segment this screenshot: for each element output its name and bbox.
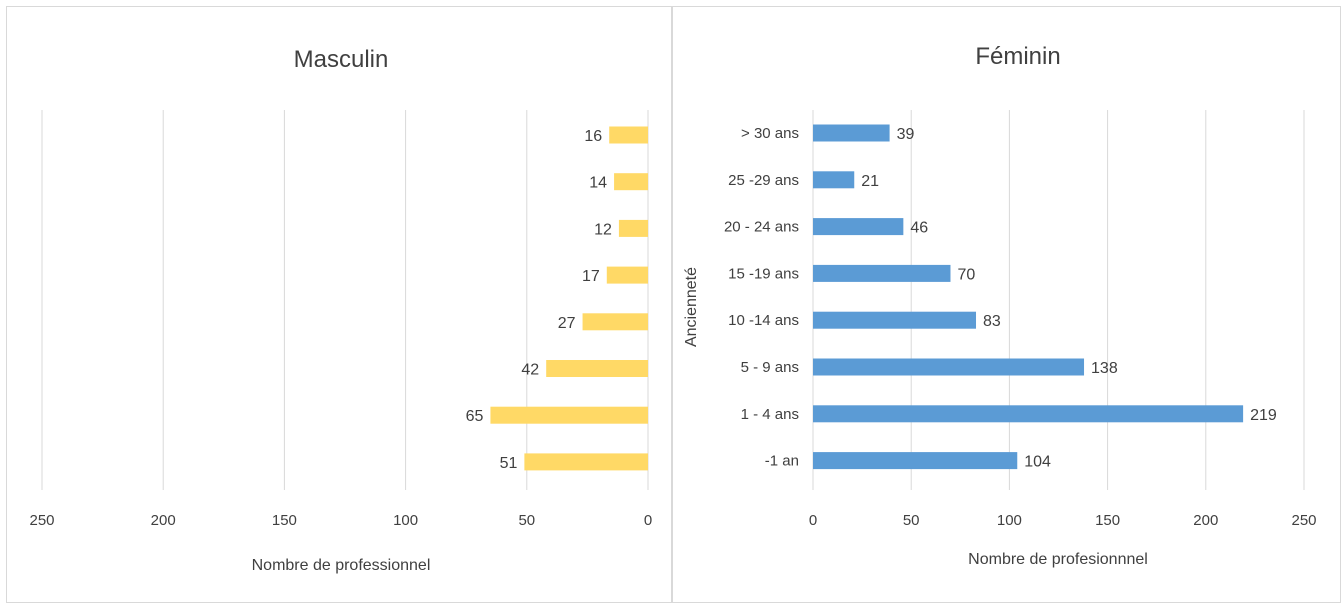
category-label: 25 -29 ans <box>728 172 799 189</box>
x-tick-label: 50 <box>518 512 535 529</box>
data-label: 14 <box>589 175 607 192</box>
category-label: 15 -19 ans <box>728 265 799 282</box>
category-label: 1 - 4 ans <box>741 406 799 423</box>
data-label: 104 <box>1024 454 1051 471</box>
bar <box>618 219 648 237</box>
bar <box>582 313 648 331</box>
x-tick-label: 200 <box>151 512 176 529</box>
chart-panel-feminin: Féminin Nombre de profesionnnel Ancienne… <box>672 6 1341 603</box>
bar <box>813 218 904 236</box>
x-tick-label: 0 <box>809 512 817 529</box>
category-label: 5 - 9 ans <box>741 359 799 376</box>
bar <box>813 452 1018 470</box>
bar <box>524 453 648 471</box>
x-tick-label: 100 <box>997 512 1022 529</box>
x-tick-label: 250 <box>1291 512 1316 529</box>
x-tick-label: 250 <box>29 512 54 529</box>
bar <box>490 406 648 424</box>
data-label: 27 <box>558 315 576 332</box>
data-label: 16 <box>584 128 602 145</box>
x-tick-label: 150 <box>272 512 297 529</box>
data-label: 70 <box>957 266 975 283</box>
bar <box>813 171 855 189</box>
data-label: 83 <box>983 313 1001 330</box>
category-label: > 30 ans <box>741 125 799 142</box>
x-axis-label-masculin: Nombre de professionnel <box>252 557 431 574</box>
chart-title-masculin: Masculin <box>294 46 389 73</box>
chart-masculin: Masculin Nombre de professionnel 250 200 1… <box>29 46 652 574</box>
data-label: 65 <box>466 408 484 425</box>
bar <box>546 360 648 377</box>
x-tick-label: 0 <box>644 512 652 529</box>
data-label: 42 <box>521 362 539 379</box>
category-label: -1 an <box>765 453 799 470</box>
data-label: 12 <box>594 221 612 238</box>
bar <box>614 173 648 191</box>
data-label: 39 <box>897 126 915 143</box>
category-label: 10 -14 ans <box>728 312 799 329</box>
x-axis-label-feminin: Nombre de profesionnnel <box>968 551 1148 568</box>
chart-feminin: Féminin Nombre de profesionnnel Ancienne… <box>683 43 1317 568</box>
bar <box>813 264 951 282</box>
bar <box>813 124 890 142</box>
bar <box>813 311 977 329</box>
chart-panel-masculin: Masculin Nombre de professionnel 250 200 1… <box>6 6 672 603</box>
bar <box>609 126 648 144</box>
x-tick-label: 150 <box>1095 512 1120 529</box>
y-axis-label-feminin: Ancienneté <box>683 267 700 347</box>
bar <box>813 405 1244 423</box>
bar <box>606 266 648 284</box>
data-label: 46 <box>910 220 928 237</box>
x-tick-label: 100 <box>393 512 418 529</box>
chart-title-feminin: Féminin <box>975 43 1060 70</box>
data-label: 21 <box>861 173 879 190</box>
x-tick-label: 50 <box>903 512 920 529</box>
bar <box>813 358 1085 376</box>
data-label: 219 <box>1250 407 1277 424</box>
data-label: 138 <box>1091 360 1118 377</box>
data-label: 51 <box>500 455 518 472</box>
category-label: 20 - 24 ans <box>724 219 799 236</box>
x-tick-label: 200 <box>1193 512 1218 529</box>
data-label: 17 <box>582 268 600 285</box>
